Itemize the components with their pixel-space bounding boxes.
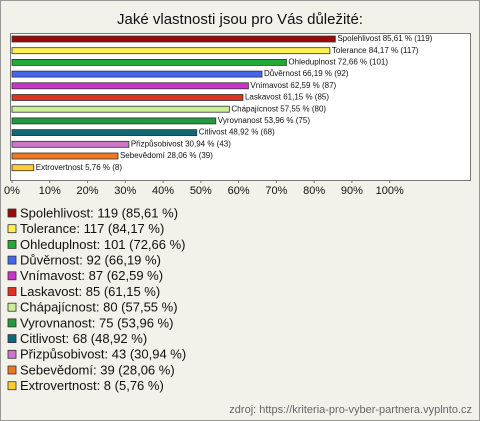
source: zdroj: https://kriteria-pro-vyber-partne…: [229, 404, 472, 416]
chart-title: Jaké vlastnosti jsou pro Vás důležité:: [117, 11, 363, 28]
data-label: Sebevědomí 28,06 % (39): [120, 151, 213, 160]
legend-label: Extrovertnost: 8 (5,76 %): [20, 378, 164, 393]
bar: [11, 152, 119, 160]
data-label: Důvěrnost 66,19 % (92): [264, 69, 349, 78]
bar: [11, 47, 331, 55]
legend-swatch: [7, 302, 17, 312]
data-label: Vnímavost 62,59 % (87): [250, 81, 336, 90]
data-label: Tolerance 84,17 % (117): [332, 46, 419, 55]
legend-swatch: [7, 349, 17, 359]
data-label: Ohleduplnost 72,66 % (101): [288, 58, 388, 67]
legend-swatch: [7, 334, 17, 344]
x-tick-label: 80%: [303, 185, 325, 197]
data-label: Spolehlivost 85,61 % (119): [337, 34, 432, 43]
x-tick-label: 0%: [4, 185, 20, 197]
bar: [11, 164, 35, 172]
legend-label: Spolehlivost: 119 (85,61 %): [20, 205, 178, 220]
legend-label: Chápajícnost: 80 (57,55 %): [20, 300, 178, 315]
bar: [11, 70, 263, 78]
data-label: Laskavost 61,15 % (85): [245, 93, 329, 102]
data-label: Vyrovnanost 53,96 % (75): [218, 116, 311, 125]
legend-label: Důvěrnost: 92 (66,19 %): [20, 253, 161, 268]
legend-label: Tolerance: 117 (84,17 %): [20, 221, 164, 236]
legend-label: Ohleduplnost: 101 (72,66 %): [20, 237, 186, 252]
x-tick-label: 10%: [39, 185, 61, 197]
legend-swatch: [7, 318, 17, 328]
data-label: Extrovertnost 5,76 % (8): [36, 163, 123, 172]
x-tick-label: 50%: [190, 185, 212, 197]
data-label: Přizpůsobivost 30,94 % (43): [131, 139, 231, 148]
legend-swatch: [7, 365, 17, 375]
legend-swatch: [7, 239, 17, 249]
x-tick-label: 100%: [376, 185, 404, 197]
legend-label: Sebevědomí: 39 (28,06 %): [20, 362, 175, 377]
data-label: Chápajícnost 57,55 % (80): [231, 104, 326, 113]
legend-swatch: [7, 381, 17, 391]
legend-label: Citlivost: 68 (48,92 %): [20, 331, 147, 346]
bar: [11, 59, 287, 66]
x-tick-label: 60%: [228, 185, 250, 197]
data-label: Citlivost 48,92 % (68): [199, 128, 275, 137]
x-tick-label: 40%: [152, 185, 174, 197]
x-tick-label: 30%: [114, 185, 136, 197]
bar: [11, 82, 249, 90]
bar: [11, 140, 130, 148]
bar: [11, 105, 230, 113]
x-tick-label: 70%: [265, 185, 287, 197]
legend-label: Přizpůsobivost: 43 (30,94 %): [20, 347, 186, 362]
legend-swatch: [7, 208, 17, 218]
bar: [11, 129, 198, 137]
bar: [11, 117, 217, 125]
x-tick-label: 90%: [341, 185, 363, 197]
bar: [11, 94, 244, 101]
legend-swatch: [7, 224, 17, 234]
legend-swatch: [7, 271, 17, 281]
legend-label: Laskavost: 85 (61,15 %): [20, 284, 160, 299]
legend-label: Vyrovnanost: 75 (53,96 %): [20, 315, 173, 330]
bar: [11, 35, 336, 43]
legend-swatch: [7, 287, 17, 296]
x-tick-label: 20%: [77, 185, 99, 197]
legend-label: Vnímavost: 87 (62,59 %): [20, 268, 163, 283]
legend-swatch: [7, 255, 17, 265]
